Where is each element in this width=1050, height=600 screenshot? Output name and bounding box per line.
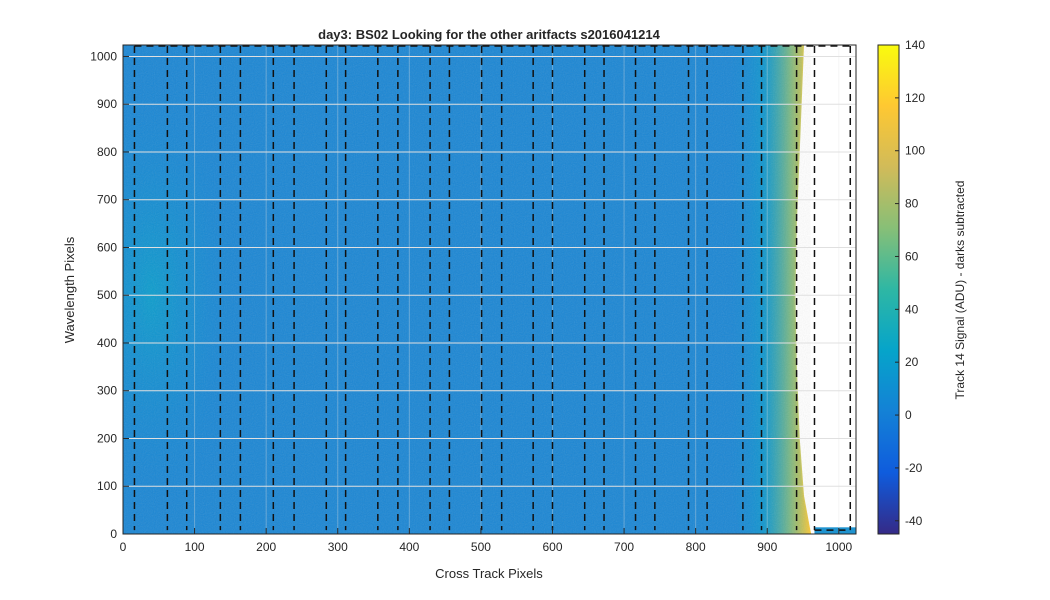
colorbar-tick-label: 0: [905, 408, 912, 422]
colorbar-tick-label: 140: [905, 38, 925, 52]
x-tick-label: 600: [542, 540, 562, 554]
y-tick-label: 0: [110, 527, 117, 541]
dashed-boundaries: [133, 45, 852, 531]
chart-title: day3: BS02 Looking for the other aritfac…: [318, 27, 661, 42]
colorbar-label: Track 14 Signal (ADU) - darks subtracted: [953, 181, 967, 400]
x-tick-label: 300: [328, 540, 348, 554]
y-tick-label: 600: [97, 240, 117, 254]
colorbar-tick-label: 20: [905, 355, 919, 369]
axes-frame: [122, 44, 857, 535]
x-tick-label: 900: [757, 540, 777, 554]
x-tick-label: 500: [471, 540, 491, 554]
y-tick-label: 1000: [90, 49, 117, 63]
x-tick-label: 200: [256, 540, 276, 554]
y-tick-label: 200: [97, 431, 117, 445]
colorbar-tick-label: 40: [905, 302, 919, 316]
x-tick-label: 800: [686, 540, 706, 554]
colorbar: [877, 44, 900, 535]
y-tick-label: 800: [97, 145, 117, 159]
y-axis-ticks: 0 100 200 300 400 500 600 700 800 900 1000: [90, 49, 129, 541]
y-axis-label: Wavelength Pixels: [62, 236, 77, 343]
colorbar-tick-label: -40: [905, 514, 923, 528]
colorbar-tick-label: 120: [905, 91, 925, 105]
colorbar-tick-label: 60: [905, 249, 919, 263]
colorbar-tick-label: 80: [905, 197, 919, 211]
x-tick-label: 0: [120, 540, 127, 554]
y-tick-label: 100: [97, 479, 117, 493]
x-tick-label: 100: [185, 540, 205, 554]
y-tick-label: 900: [97, 97, 117, 111]
x-axis-ticks: 0 100 200 300 400 500 600 700 800 900 1000: [120, 528, 852, 554]
y-tick-label: 300: [97, 384, 117, 398]
x-tick-label: 400: [399, 540, 419, 554]
x-tick-label: 1000: [825, 540, 852, 554]
x-tick-label: 700: [614, 540, 634, 554]
y-tick-label: 500: [97, 288, 117, 302]
x-axis-label: Cross Track Pixels: [435, 566, 543, 581]
heatmap-floor-strip: [814, 527, 856, 534]
colorbar-ticks: -40 -20 0 20 40 60 80 100 120 140: [895, 38, 925, 528]
y-tick-label: 400: [97, 336, 117, 350]
colorbar-tick-label: -20: [905, 461, 923, 475]
y-tick-label: 700: [97, 193, 117, 207]
colorbar-tick-label: 100: [905, 144, 925, 158]
plot-area: [123, 45, 856, 534]
